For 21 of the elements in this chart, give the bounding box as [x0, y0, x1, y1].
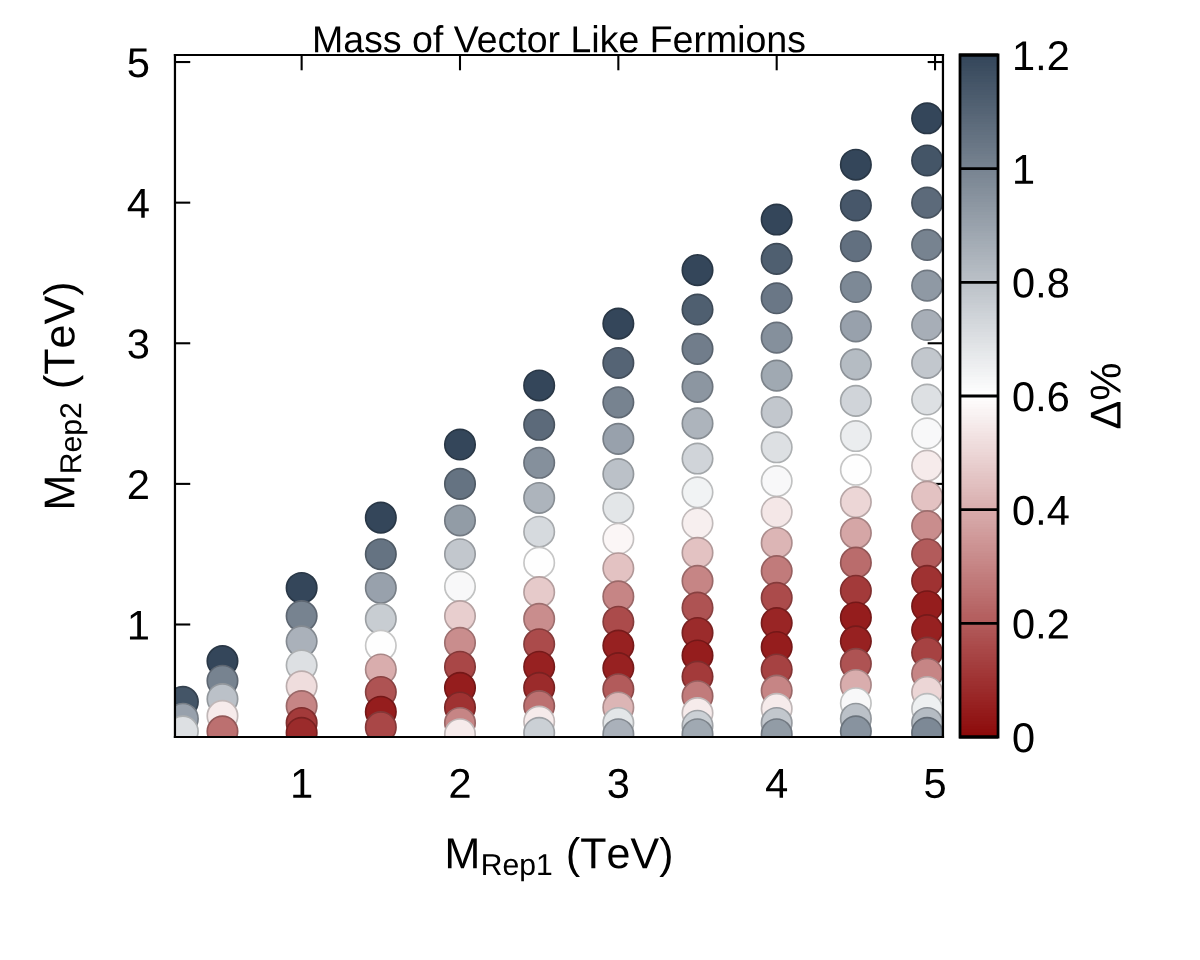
color-bar-title: Δ%	[1090, 364, 1121, 429]
color-bar-label: 0.6	[1013, 382, 1069, 412]
y-tick-label: 5	[128, 48, 149, 78]
y-tick-label: 3	[128, 329, 149, 359]
x-tick-label: 5	[925, 769, 945, 799]
y-tick-label: 4	[127, 189, 149, 218]
y-axis-title: M$_{Rep2}$ (TeV)	[43, 284, 88, 507]
y-tick-label: 2	[128, 469, 148, 499]
color-bar-label: 0.4	[1013, 495, 1069, 526]
y-tick-label: 1	[129, 610, 148, 640]
color-bar-label: 0.2	[1013, 609, 1068, 639]
x-axis-title: M$_{Rep1}$ (TeV)	[447, 836, 671, 882]
x-tick-label: 2	[450, 768, 470, 798]
x-tick-label: 3	[608, 768, 629, 799]
x-tick-label: 4	[766, 769, 788, 798]
chart-title: Mass of Vector Like Fermions	[315, 25, 805, 53]
color-bar-label: 0.8	[1013, 268, 1069, 298]
color-bar-label: 1	[1015, 155, 1034, 184]
x-tick-label: 1	[293, 769, 312, 798]
color-bar-label: 1.2	[1015, 41, 1068, 71]
color-bar-label: 0	[1013, 722, 1034, 753]
